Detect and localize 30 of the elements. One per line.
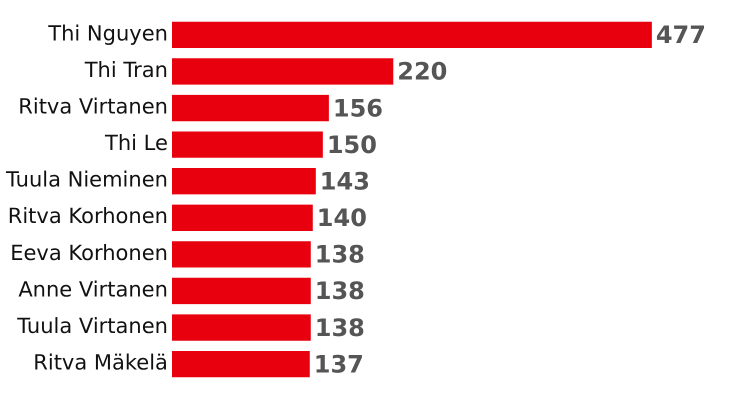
data-label: 138	[314, 277, 365, 306]
bar	[172, 350, 310, 378]
y-tick-label: Thi Nguyen	[47, 21, 168, 46]
bar	[172, 204, 313, 231]
y-tick-label: Ritva Korhonen	[8, 204, 168, 228]
y-tick-label: Ritva Mäkelä	[33, 350, 168, 375]
y-tick-label: Anne Virtanen	[18, 277, 168, 302]
y-tick-label: Eeva Korhonen	[10, 240, 168, 265]
bar	[172, 131, 323, 158]
data-label: 150	[326, 130, 377, 159]
data-label: 137	[314, 350, 364, 378]
bar	[172, 58, 394, 85]
data-label: 140	[316, 204, 367, 232]
data-label: 138	[314, 240, 365, 269]
bar	[172, 94, 329, 122]
data-label: 477	[656, 21, 706, 50]
bar	[172, 241, 311, 268]
data-label: 138	[314, 314, 365, 342]
y-tick-label: Tuula Nieminen	[4, 168, 168, 192]
y-tick-label: Ritva Virtanen	[18, 94, 168, 119]
bar	[172, 22, 652, 48]
bar	[172, 168, 316, 194]
y-tick-label: Thi Le	[104, 131, 168, 156]
bar	[172, 314, 311, 341]
data-label: 156	[332, 94, 383, 122]
data-label: 143	[320, 167, 370, 196]
y-tick-label: Thi Tran	[84, 58, 168, 82]
bar	[172, 278, 311, 304]
data-label: 220	[397, 58, 448, 86]
y-tick-label: Tuula Virtanen	[16, 314, 168, 338]
